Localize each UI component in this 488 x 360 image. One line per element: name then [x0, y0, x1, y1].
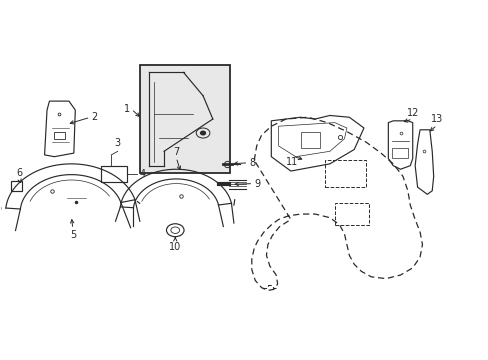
Bar — [54, 132, 64, 139]
Text: 13: 13 — [430, 114, 442, 125]
Text: 8: 8 — [249, 158, 255, 168]
Text: 4: 4 — [140, 169, 145, 179]
Text: 3: 3 — [114, 138, 121, 148]
Text: 6: 6 — [16, 168, 22, 178]
Text: 2: 2 — [91, 112, 98, 122]
Text: 10: 10 — [169, 242, 181, 252]
Circle shape — [200, 131, 205, 135]
Bar — [101, 166, 127, 182]
Text: 1: 1 — [123, 104, 130, 114]
Bar — [391, 148, 407, 158]
Bar — [11, 181, 22, 192]
Text: 11: 11 — [285, 157, 298, 167]
Text: 7: 7 — [173, 147, 179, 157]
Bar — [300, 132, 320, 148]
Text: 9: 9 — [254, 179, 260, 189]
Bar — [325, 160, 366, 187]
Bar — [140, 65, 229, 173]
Bar — [334, 203, 368, 225]
Text: 5: 5 — [70, 230, 76, 240]
Bar — [140, 65, 229, 173]
Text: 12: 12 — [406, 108, 418, 118]
